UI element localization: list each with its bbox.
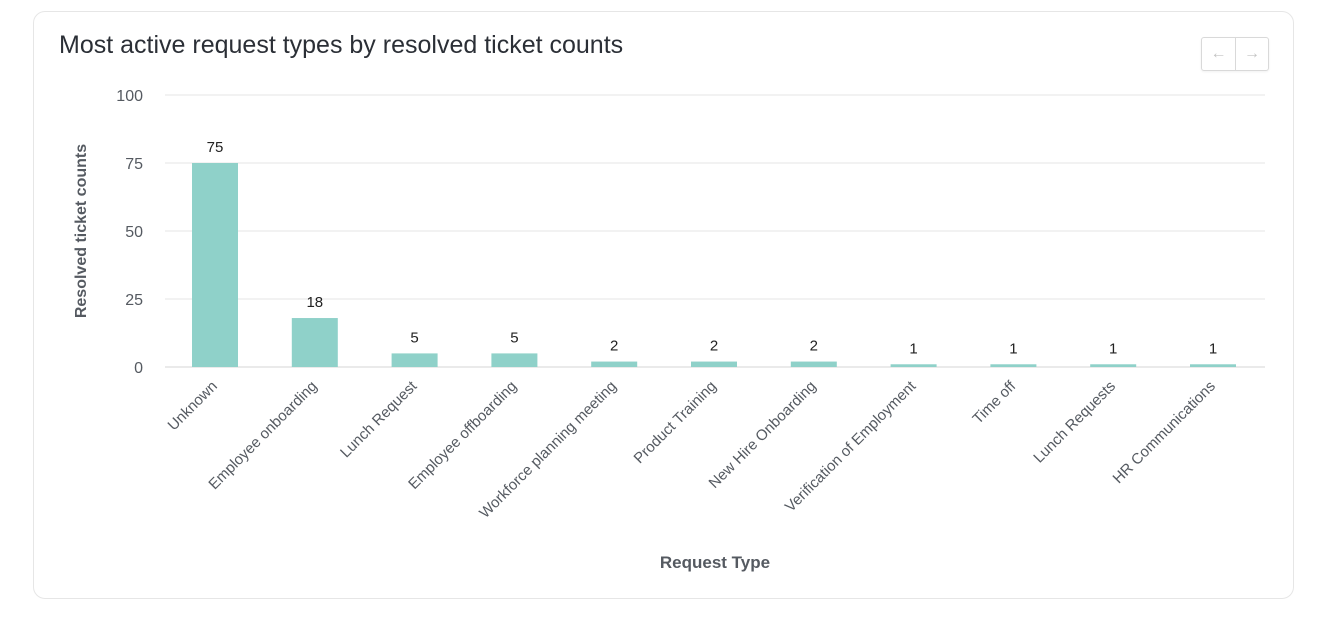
data-label: 1 xyxy=(1009,340,1017,357)
arrow-left-icon[interactable]: ← xyxy=(1210,45,1227,62)
x-tick-label: New Hire Onboarding xyxy=(706,378,820,492)
y-tick-label: 100 xyxy=(116,88,143,105)
bar[interactable] xyxy=(591,361,638,367)
bars xyxy=(192,163,1236,367)
y-axis-label: Resolved ticket counts xyxy=(73,144,90,318)
data-label: 18 xyxy=(306,294,323,311)
data-label: 2 xyxy=(710,338,718,355)
x-tick-label: Lunch Request xyxy=(337,377,421,461)
data-label: 2 xyxy=(610,338,618,355)
bar[interactable] xyxy=(291,318,338,367)
data-label: 5 xyxy=(510,329,518,346)
x-tick-label: Employee offboarding xyxy=(405,378,520,493)
data-label: 2 xyxy=(810,338,818,355)
bar[interactable] xyxy=(691,361,737,367)
x-tick-label: Lunch Requests xyxy=(1030,378,1119,467)
y-axis-ticks: 0 25 50 75 100 xyxy=(116,88,143,377)
x-tick-label: Employee onboarding xyxy=(205,378,320,493)
x-axis-label: Request Type xyxy=(660,553,770,572)
bar[interactable] xyxy=(790,361,837,367)
arrow-right-icon[interactable]: → xyxy=(1235,38,1268,70)
data-labels: 75 18 5 5 2 2 2 1 1 1 1 xyxy=(207,139,1218,357)
bar[interactable] xyxy=(890,364,937,367)
x-tick-label: Time off xyxy=(969,377,1019,427)
chart-title: Most active request types by resolved ti… xyxy=(59,31,624,59)
bar[interactable] xyxy=(391,353,438,367)
data-label: 1 xyxy=(1209,340,1217,357)
bar[interactable] xyxy=(192,163,238,367)
y-tick-label: 25 xyxy=(125,292,143,309)
x-tick-label: Unknown xyxy=(165,378,221,434)
x-tick-label: HR Communications xyxy=(1110,378,1219,487)
bar[interactable] xyxy=(1190,364,1236,367)
chart-nav-group: ← → xyxy=(1201,37,1269,71)
bar[interactable] xyxy=(491,353,538,367)
y-tick-label: 75 xyxy=(125,156,143,173)
data-label: 1 xyxy=(1109,340,1117,357)
data-label: 5 xyxy=(410,329,418,346)
y-tick-label: 50 xyxy=(125,224,143,241)
y-tick-label: 0 xyxy=(134,360,143,377)
bar[interactable] xyxy=(990,364,1037,367)
data-label: 1 xyxy=(909,340,917,357)
data-label: 75 xyxy=(207,139,224,156)
bar[interactable] xyxy=(1090,364,1137,367)
x-tick-label: Product Training xyxy=(631,378,720,467)
chart-card: Most active request types by resolved ti… xyxy=(33,11,1294,599)
